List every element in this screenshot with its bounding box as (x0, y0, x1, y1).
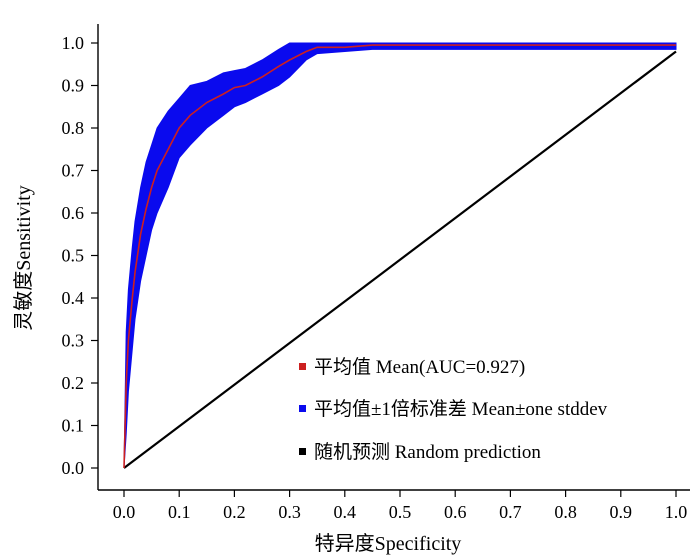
y-tick-label: 1.0 (62, 33, 85, 53)
legend-label-random: 随机预测 Random prediction (314, 441, 541, 463)
y-axis-title: 灵敏度Sensitivity (12, 185, 35, 331)
x-tick-label: 0.9 (610, 502, 633, 522)
y-tick-label: 0.3 (62, 331, 85, 351)
plot-area (123, 42, 677, 469)
legend-marker-random (299, 448, 306, 455)
y-tick-label: 0.8 (62, 118, 85, 138)
x-tick-label: 0.3 (278, 502, 301, 522)
y-tick-label: 0.2 (62, 373, 85, 393)
mean-roc-line (123, 44, 676, 469)
x-tick-label: 0.8 (554, 502, 577, 522)
axes: 0.0 0.1 0.2 0.3 0.4 0.5 0.6 0.7 0.8 0.9 1.0 0.0 0.1 0… (62, 24, 690, 522)
y-tick-label: 0.6 (62, 203, 85, 223)
y-tick-label: 0.9 (62, 76, 85, 96)
stddev-band (123, 42, 677, 469)
x-tick-label: 0.6 (444, 502, 467, 522)
x-tick-label: 0.5 (389, 502, 412, 522)
legend-label-mean: 平均值 Mean(AUC=0.927) (314, 356, 525, 378)
legend-marker-stddev (299, 405, 306, 412)
x-tick-label: 0.4 (334, 502, 357, 522)
y-tick-label: 0.4 (62, 288, 85, 308)
y-tick-label: 0.5 (62, 246, 85, 266)
y-tick-label: 0.0 (62, 458, 85, 478)
y-tick-label: 0.1 (62, 416, 85, 436)
y-tick-label: 0.7 (62, 161, 85, 181)
legend-label-stddev: 平均值±1倍标准差 Mean±one stddev (314, 398, 608, 420)
legend-marker-mean (299, 363, 306, 370)
x-tick-label: 0.0 (113, 502, 136, 522)
x-tick-label: 1.0 (665, 502, 688, 522)
legend: 平均值 Mean(AUC=0.927) 平均值±1倍标准差 Mean±one s… (299, 356, 608, 463)
x-tick-label: 0.1 (168, 502, 191, 522)
x-axis-title: 特异度Specificity (315, 532, 462, 555)
x-tick-label: 0.7 (499, 502, 522, 522)
random-prediction-line (123, 50, 677, 469)
x-tick-label: 0.2 (223, 502, 246, 522)
